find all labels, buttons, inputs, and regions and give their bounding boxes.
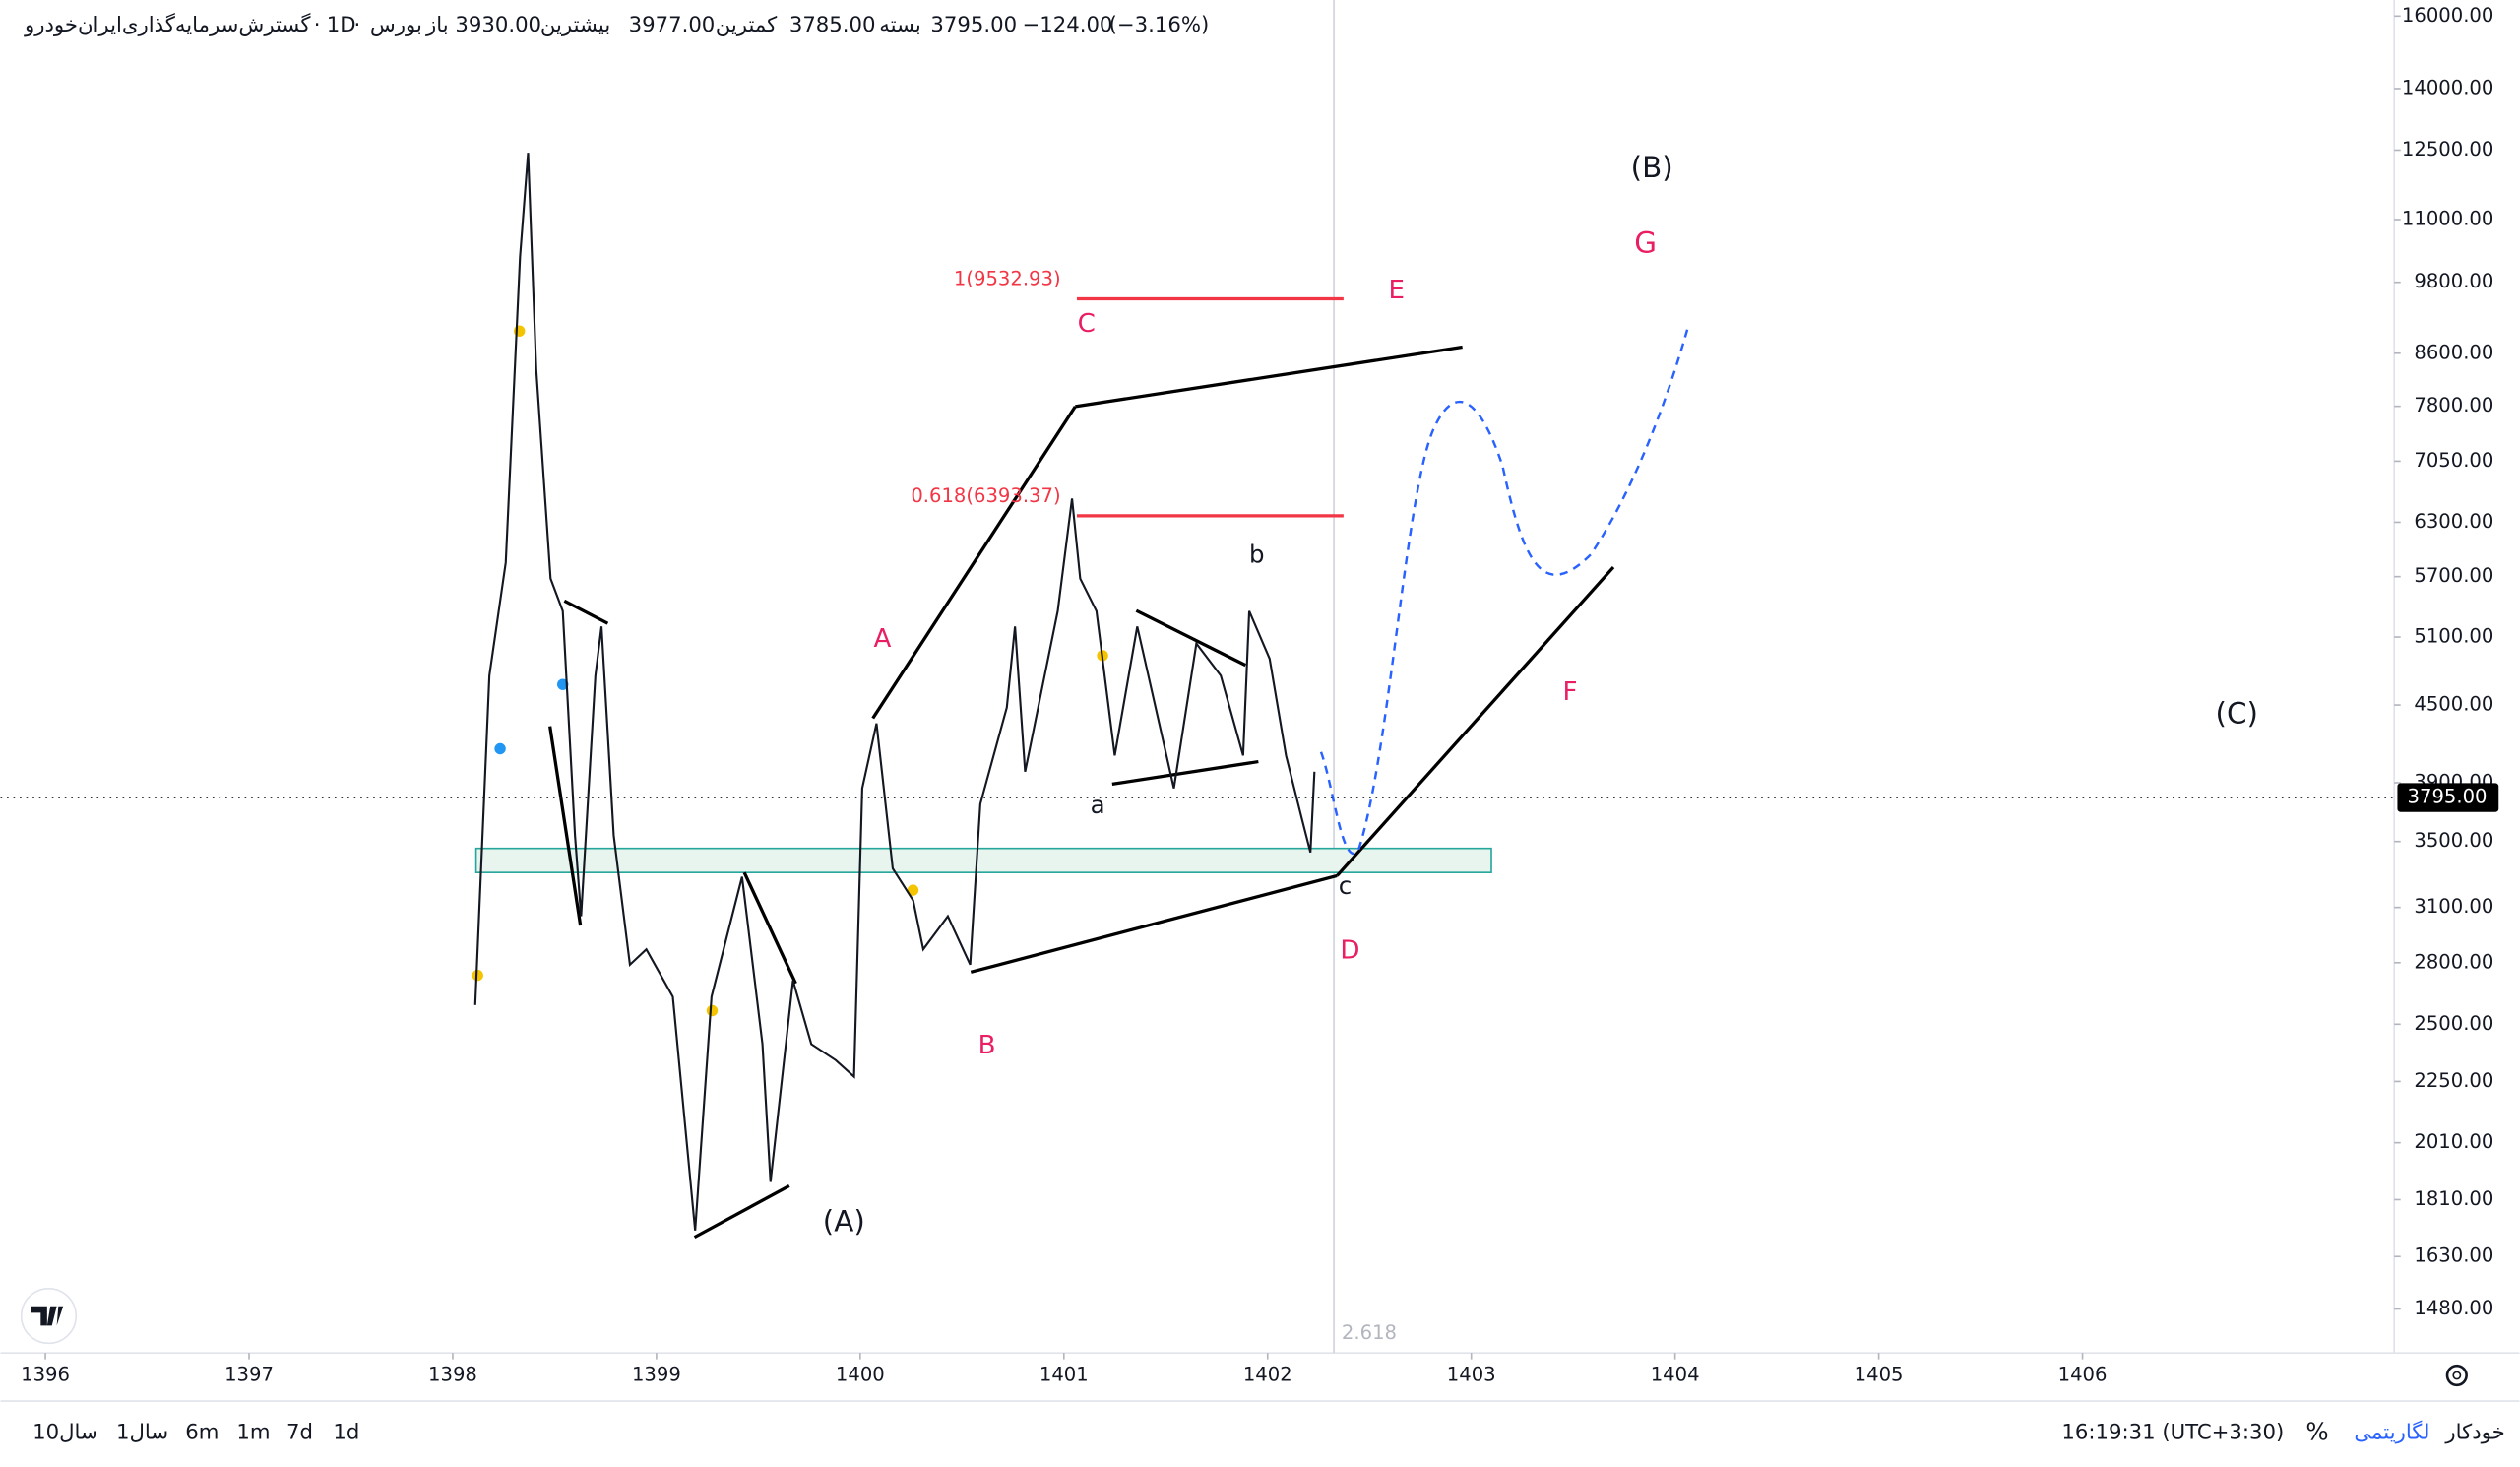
range-button[interactable]: 1m [236, 1421, 270, 1445]
header-low: 3785.00 [789, 13, 876, 37]
y-tick-label: 3500.00 [2414, 829, 2493, 852]
percent-toggle[interactable]: % [2305, 1418, 2328, 1446]
header-high: 3977.00 [629, 13, 716, 37]
clock: 16:19:31 (UTC+3:30) [2061, 1421, 2284, 1445]
wave-label: a [1091, 791, 1105, 819]
y-tick-label: 2250.00 [2414, 1069, 2493, 1092]
wave-label: b [1249, 541, 1265, 569]
header-open: 3930.00 [455, 13, 541, 37]
x-tick-label: 1397 [224, 1363, 274, 1385]
y-tick-label: 6300.00 [2414, 510, 2493, 533]
x-tick-label: 1396 [21, 1363, 70, 1385]
last-price-badge [2397, 783, 2499, 812]
x-tick-label: 1401 [1040, 1363, 1089, 1385]
y-tick-label: 9800.00 [2414, 270, 2493, 292]
header-exchange: بورس [370, 13, 422, 37]
wave-label: 1(9532.93) [954, 267, 1061, 289]
x-tick-label: 1404 [1651, 1363, 1700, 1385]
y-tick-label: 8600.00 [2414, 341, 2493, 363]
y-tick-label: 2500.00 [2414, 1012, 2493, 1035]
wave-label: B [978, 1031, 996, 1060]
wave-label: (C) [2216, 697, 2258, 731]
y-tick-label: 2010.00 [2414, 1130, 2493, 1153]
y-tick-label: 5100.00 [2414, 625, 2493, 648]
x-tick-label: 1405 [1855, 1363, 1904, 1385]
auto-toggle[interactable]: خودکار [2444, 1421, 2504, 1445]
log-toggle[interactable]: لگاریتمی [2354, 1421, 2429, 1445]
y-tick-label: 1810.00 [2414, 1187, 2493, 1210]
x-tick-label: 1406 [2058, 1363, 2108, 1385]
wave-label: D [1340, 936, 1359, 966]
range-button[interactable]: 6m [185, 1421, 219, 1445]
indicator-dots [472, 325, 1108, 1017]
header-change-pct: (−3.16%) [1109, 13, 1210, 37]
price-line [473, 153, 1316, 1231]
x-tick-label: 1400 [836, 1363, 885, 1385]
wave-label: (B) [1631, 151, 1673, 184]
y-tick-label: 4500.00 [2414, 693, 2493, 716]
header-sep: · [314, 13, 321, 37]
y-tick-label: 1630.00 [2414, 1244, 2493, 1267]
wave-label: c [1339, 871, 1352, 900]
x-tick-label: 1402 [1243, 1363, 1292, 1385]
last-price-label: 3795.00 [2408, 786, 2488, 808]
y-tick-label: 11000.00 [2402, 208, 2493, 230]
y-tick-label: 2800.00 [2414, 950, 2493, 973]
range-button[interactable]: 1d [333, 1421, 359, 1445]
x-tick-label: 1403 [1447, 1363, 1496, 1385]
header-close-label: بسته [879, 13, 921, 37]
support-zone [474, 847, 1492, 873]
y-tick-label: 16000.00 [2402, 4, 2493, 27]
wave-label: C [1078, 309, 1096, 339]
y-tick-label: 7800.00 [2414, 394, 2493, 416]
wave-label: A [874, 624, 892, 654]
wave-label: 0.618(6393.37) [911, 484, 1060, 507]
wave-label: (A) [823, 1204, 865, 1238]
settings-icon[interactable] [2445, 1364, 2468, 1387]
y-tick-label: 5700.00 [2414, 564, 2493, 587]
range-button[interactable]: 1سال [116, 1421, 168, 1445]
y-tick-label: 7050.00 [2414, 449, 2493, 472]
range-button[interactable]: 10سال [32, 1421, 98, 1445]
header-high-label: بیشترین [540, 13, 610, 37]
header-interval: 1D [327, 13, 356, 37]
wave-label: 2.618 [1342, 1321, 1397, 1344]
wave-label: E [1388, 276, 1405, 305]
tv-logo [20, 1288, 78, 1345]
y-tick-label: 14000.00 [2402, 76, 2493, 98]
header-sep: · [354, 13, 361, 37]
wave-label: F [1562, 677, 1577, 707]
trendlines [548, 296, 1689, 1240]
header-change: −124.00 [1022, 13, 1112, 37]
y-tick-label: 12500.00 [2402, 138, 2493, 160]
x-tick-label: 1398 [428, 1363, 477, 1385]
range-button[interactable]: 7d [286, 1421, 313, 1445]
header-symbol: گسترش‌سرمایه‌گذاری‌ایران‌خودرو [24, 13, 311, 37]
y-tick-label: 3100.00 [2414, 895, 2493, 918]
header-low-label: کمترین [716, 13, 778, 37]
header-open-label: باز [425, 13, 449, 37]
y-tick-label: 1480.00 [2414, 1297, 2493, 1319]
wave-label: G [1634, 226, 1657, 260]
x-tick-label: 1399 [632, 1363, 681, 1385]
header-close: 3795.00 [930, 13, 1017, 37]
